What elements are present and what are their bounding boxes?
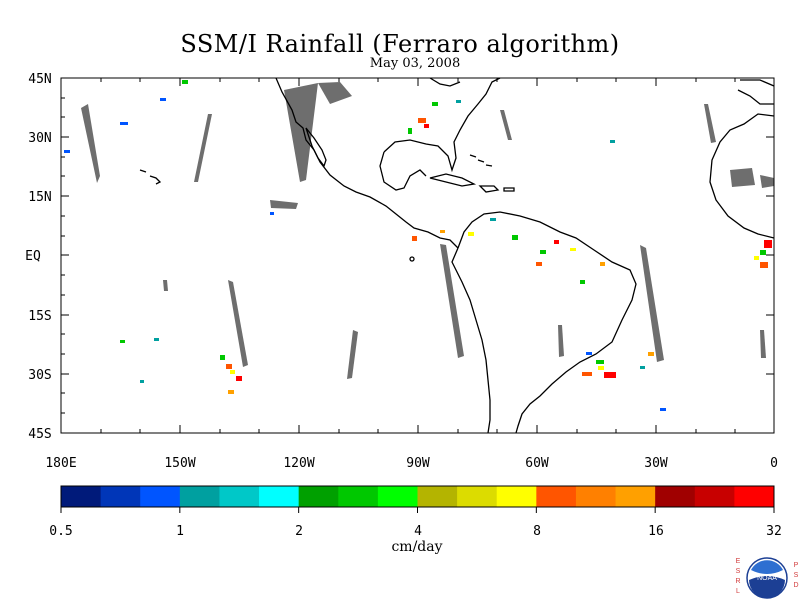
logo-left-letter: S: [735, 568, 741, 575]
colorbar-units: cm/day: [391, 539, 443, 555]
lat-label: 45N: [28, 72, 51, 87]
lon-label: 90W: [406, 456, 430, 471]
lat-label: 45S: [28, 427, 51, 442]
lon-label: 150W: [164, 456, 195, 471]
colorbar-swatch: [259, 486, 300, 507]
colorbar-tick-label: 2: [295, 524, 303, 539]
svg-text:NOAA: NOAA: [757, 575, 777, 582]
coastlines: [139, 77, 775, 434]
colorbar-swatch: [219, 486, 260, 507]
lat-label: 30S: [28, 368, 51, 383]
colorbar-swatch: [694, 486, 735, 507]
lon-label: 0: [770, 456, 778, 471]
colorbar-swatch: [338, 486, 379, 507]
lat-label: 30N: [28, 131, 51, 146]
lat-label: 15S: [28, 309, 51, 324]
longitude-labels: 180E 150W 120W 90W 60W 30W 0: [45, 456, 778, 471]
colorbar-tick-label: 8: [533, 524, 541, 539]
colorbar-tick-label: 32: [766, 524, 782, 539]
colorbar-swatch: [140, 486, 181, 507]
colorbar-swatch: [61, 486, 102, 507]
lat-label: 15N: [28, 190, 51, 205]
colorbar-swatch: [655, 486, 696, 507]
noaa-emblem-icon: NOAA: [746, 557, 788, 599]
map-panel: [60, 77, 775, 434]
colorbar-swatch: [536, 486, 577, 507]
colorbar-swatch: [457, 486, 498, 507]
logo-left-letter: R: [735, 578, 741, 585]
axis-ticks: [61, 77, 774, 434]
colorbar-tick-label: 0.5: [49, 524, 72, 539]
colorbar-swatch: [575, 486, 617, 507]
lat-label: EQ: [25, 249, 41, 264]
colorbar-swatch: [100, 486, 141, 507]
rainfall-cells: [64, 80, 772, 411]
swath-gaps: [81, 82, 774, 379]
colorbar-swatch: [417, 486, 458, 507]
colorbar-swatch: [377, 486, 418, 507]
colorbar-swatch: [179, 486, 220, 507]
map-date: May 03, 2008: [369, 56, 461, 71]
logo-right-letter: D: [793, 582, 799, 589]
lon-label: 120W: [283, 456, 314, 471]
colorbar-swatch: [298, 486, 339, 507]
colorbar-swatch: [496, 486, 537, 507]
colorbar-tick-label: 16: [648, 524, 664, 539]
colorbar-tick-label: 1: [176, 524, 184, 539]
colorbar: [60, 485, 775, 513]
lon-label: 30W: [644, 456, 668, 471]
logo-left-letter: E: [735, 558, 741, 565]
latitude-labels: 45N 30N 15N EQ 15S 30S 45S: [25, 72, 52, 442]
logo-left-letter: L: [736, 588, 740, 595]
map-title: SSM/I Rainfall (Ferraro algorithm): [180, 30, 620, 58]
colorbar-labels: 0.5 1 2 4 8 16 32: [49, 524, 782, 539]
lon-label: 180E: [45, 456, 76, 471]
noaa-logo: E S R L NOAA P S D: [734, 556, 800, 600]
logo-right-letter: P: [793, 562, 799, 569]
colorbar-tick-label: 4: [414, 524, 422, 539]
colorbar-swatch: [615, 486, 656, 507]
lon-label: 60W: [525, 456, 549, 471]
logo-right-letter: S: [793, 572, 799, 579]
colorbar-swatch: [734, 486, 775, 507]
